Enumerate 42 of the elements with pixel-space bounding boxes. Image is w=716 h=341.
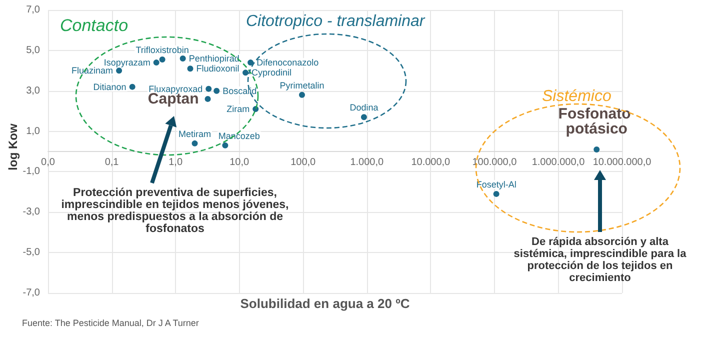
y-tick-label: 1,0: [26, 126, 40, 137]
x-tick-label: 1.000,0: [350, 157, 384, 168]
series-label: Boscalid: [222, 86, 257, 96]
x-tick-label: 1.000.000,0: [532, 157, 586, 168]
series-label: Difenoconazolo: [256, 58, 319, 68]
series-label: Ditianon: [93, 82, 126, 92]
annotation: Sistémico: [542, 88, 612, 106]
series-label: Trifloxistrobin: [136, 45, 189, 56]
annotation: Contacto: [60, 16, 130, 36]
annotation: Citotropico - translaminar: [246, 13, 426, 31]
series-label: Pyrimetalin: [280, 80, 324, 90]
x-tick-label: 10.000.000,0: [592, 157, 652, 168]
series-label: Fludioxonil: [196, 64, 240, 74]
x-tick-label: 100.000,0: [472, 157, 518, 168]
series-label: Mancozeb: [218, 130, 260, 141]
y-tick-label: -7,0: [22, 288, 40, 298]
y-tick-label: 5,0: [26, 44, 40, 56]
series-label: Penthiopirad: [188, 54, 240, 64]
y-tick-label: 3,0: [26, 85, 40, 96]
source-note: Fuente: The Pesticide Manual, Dr J A Turner: [22, 318, 200, 328]
x-tick-label: 0,0: [41, 157, 56, 168]
y-tick-label: -1,0: [22, 166, 40, 178]
annotation: De rápida absorción y alta sistémica, imprescindible para la protección de los tejidos en crecimiento: [512, 236, 688, 284]
series-label: Ziram: [226, 104, 250, 114]
annotation: Protección preventiva de superficies, imprescindible en tejidos menos jóvenes, menos predispuestos a la absorción de fosfonatos: [60, 187, 290, 235]
series-label: Cyprodinil: [252, 68, 292, 78]
series-label: Fluazinam: [72, 66, 114, 76]
series-label: Metiram: [178, 128, 212, 139]
x-tick-label: 10.000,0: [411, 157, 451, 168]
x-tick-label: 100,0: [290, 157, 316, 168]
x-axis-title: Solubilidad en agua a 20 ºC: [239, 296, 411, 311]
y-tick-label: -5,0: [22, 247, 40, 258]
x-tick-label: 10,0: [230, 157, 250, 168]
y-axis-title: log Kow: [6, 122, 20, 172]
series-label: Fosfonato potásico: [558, 105, 635, 138]
series-label: Dodina: [350, 102, 378, 113]
x-tick-label: 1,0: [168, 157, 183, 168]
y-tick-label: -3,0: [22, 206, 40, 218]
x-tick-label: 0,1: [104, 157, 120, 168]
series-label: Isopyrazam: [104, 58, 150, 68]
series-label: Fosetyl-Al: [476, 179, 516, 190]
y-tick-label: 7,0: [26, 4, 40, 16]
